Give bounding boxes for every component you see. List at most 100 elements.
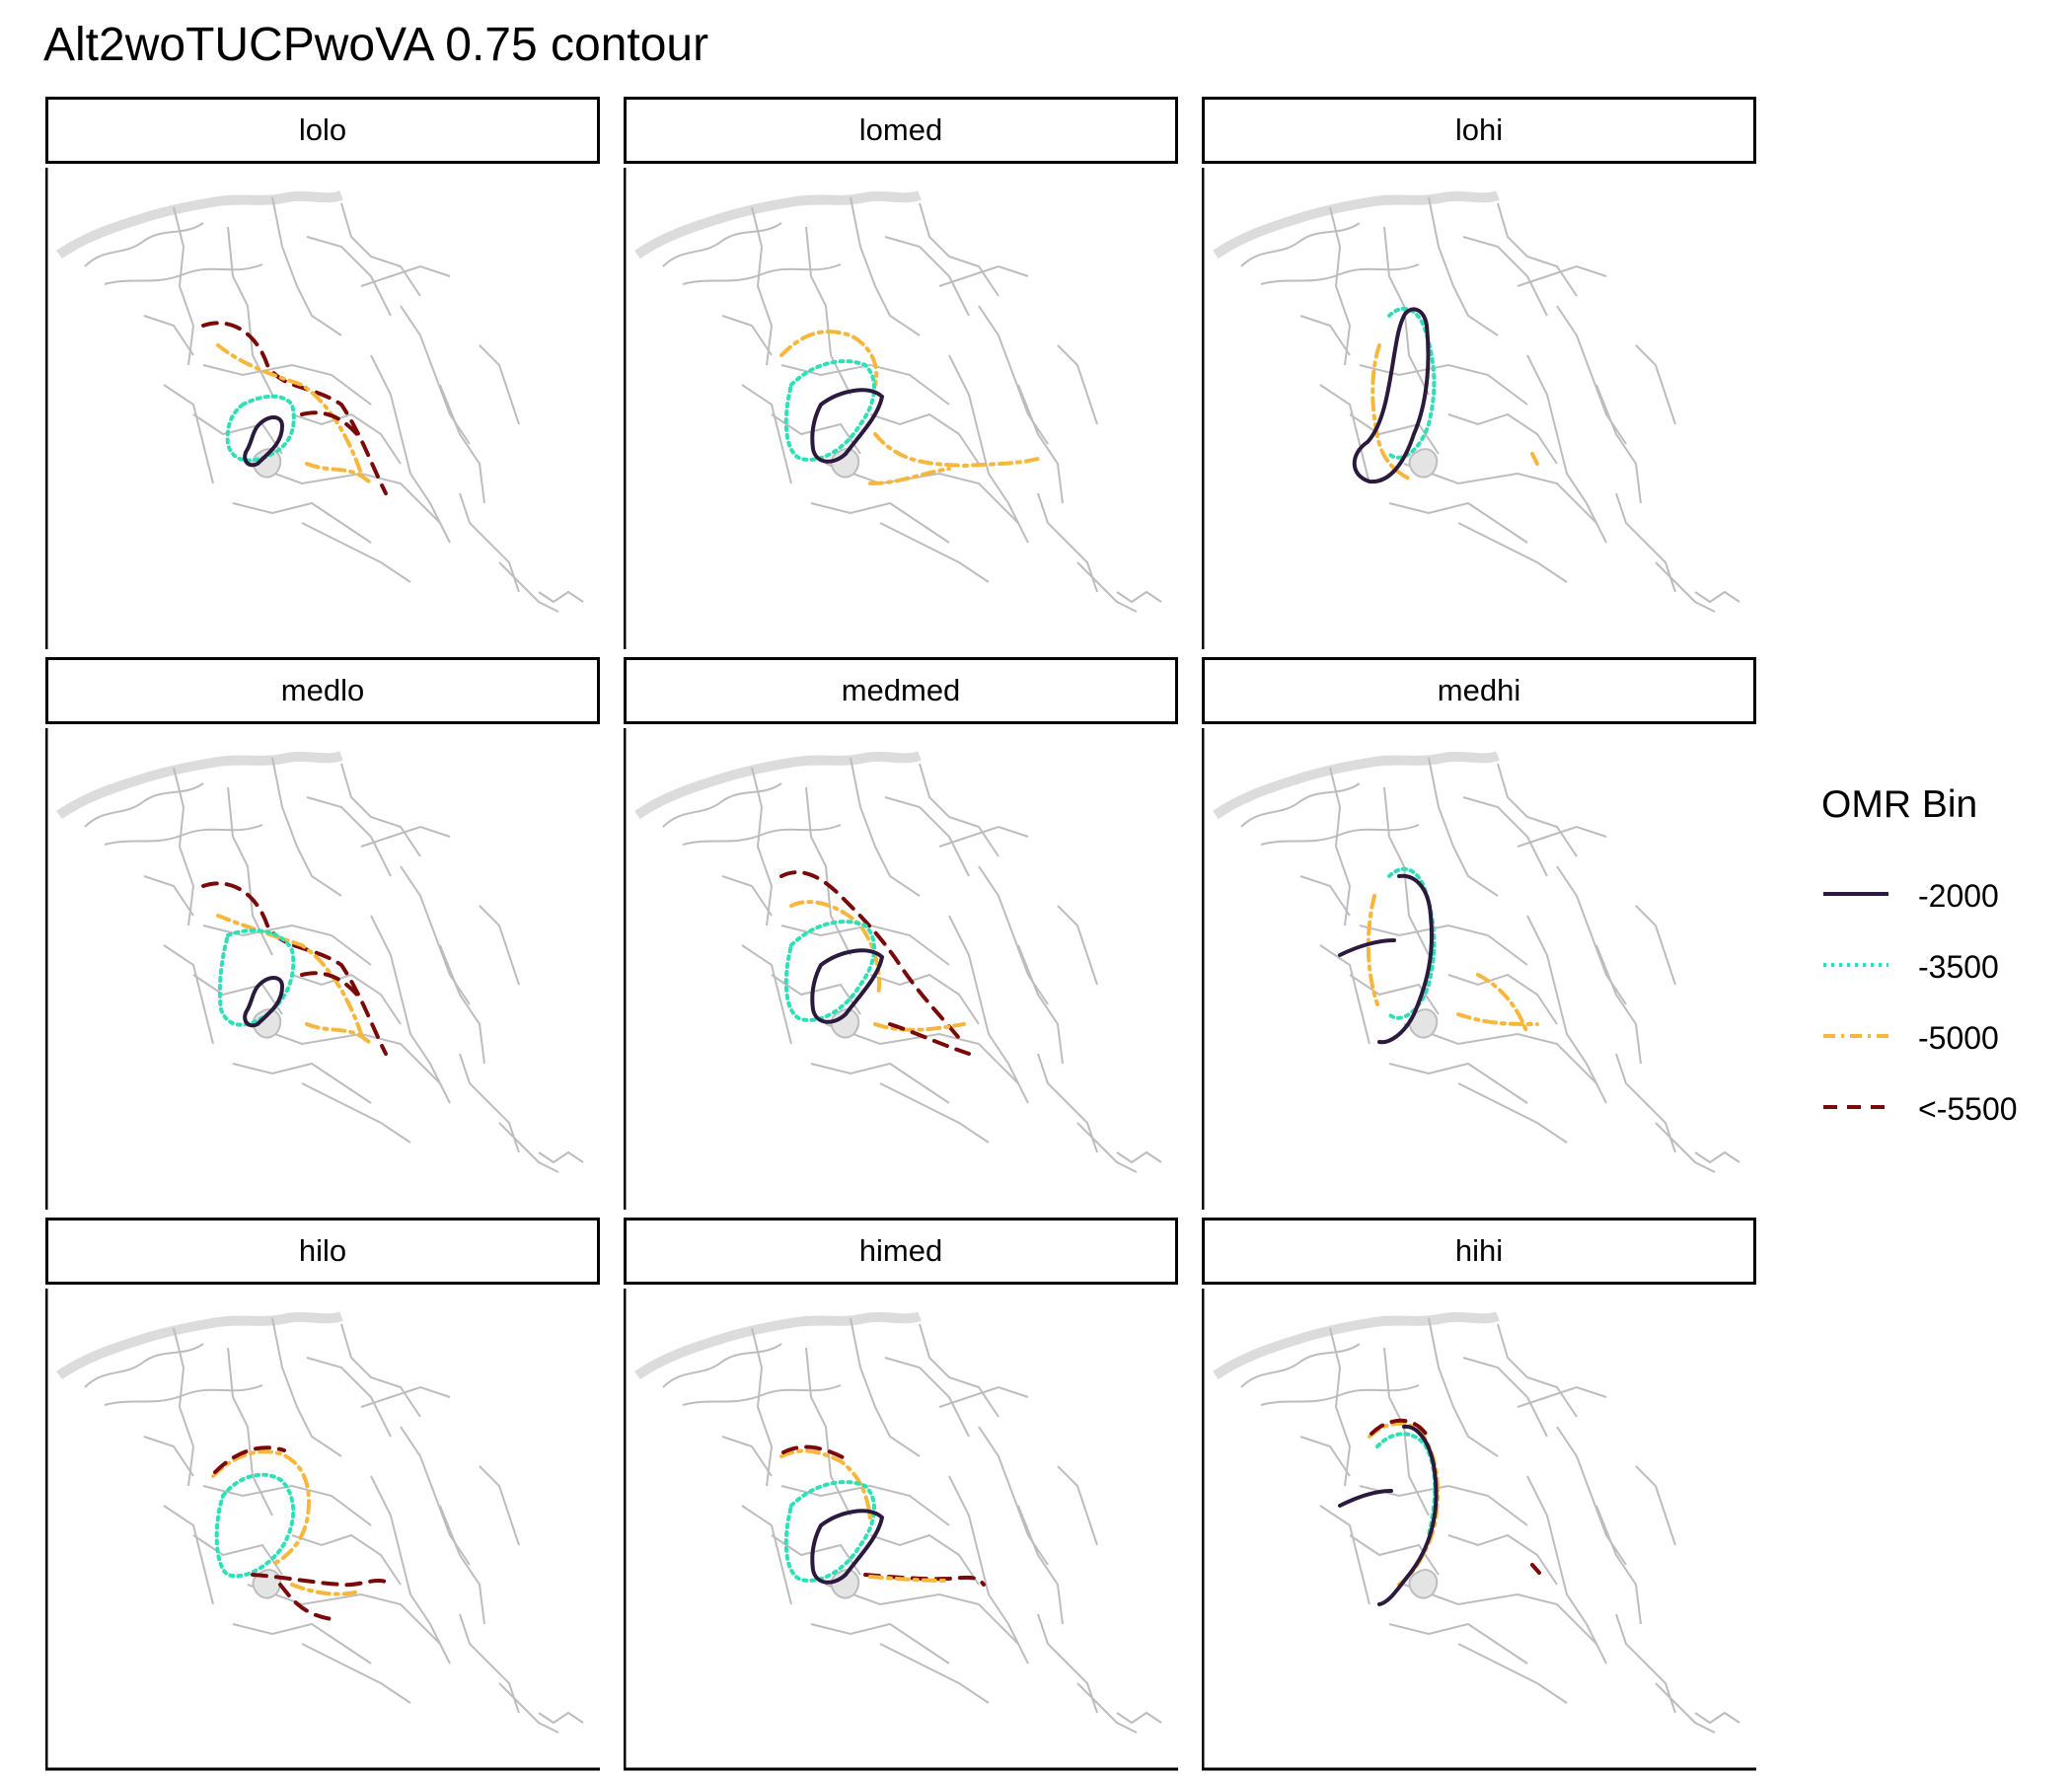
basemap-waterway	[1116, 1711, 1162, 1725]
basemap-waterway	[538, 1150, 584, 1164]
basemap-waterway	[1359, 924, 1528, 966]
basemap-waterway	[869, 412, 980, 465]
basemap-waterway	[805, 226, 851, 396]
basemap-waterway	[1240, 782, 1361, 828]
basemap-waterway	[479, 905, 520, 986]
basemap-waterway	[1462, 1357, 1548, 1438]
contour-line-2000	[243, 415, 285, 468]
contour-line-2000	[810, 1509, 885, 1585]
basemap-waterway	[104, 1384, 263, 1406]
basemap-waterway	[780, 1484, 950, 1526]
basemap-waterway	[360, 825, 451, 848]
basemap-waterway	[948, 354, 1029, 544]
facet-strip-label: himed	[624, 1218, 1178, 1285]
basemap-waterway	[84, 1343, 204, 1388]
contour-line-5000	[216, 343, 363, 476]
basemap-waterway	[751, 206, 774, 366]
basemap-waterway	[825, 1584, 1019, 1645]
legend-label: <-5500	[1918, 1091, 2018, 1127]
basemap-waterway	[825, 1023, 1019, 1084]
basemap-waterway	[173, 1327, 195, 1487]
contour-line-5500	[1530, 1563, 1541, 1575]
facet-strip-label: medlo	[45, 657, 600, 724]
map-panel	[624, 728, 1162, 1210]
contour-line-2000	[810, 388, 885, 464]
basemap-waterway	[1388, 1062, 1528, 1104]
basemap-waterway	[662, 782, 782, 828]
basemap-waterway	[360, 1385, 451, 1408]
basemap-waterway	[869, 973, 980, 1025]
basemap-waterway	[1457, 522, 1568, 583]
basemap-waterway	[1428, 757, 1499, 897]
basemap-waterway	[919, 202, 999, 297]
basemap-waterway	[1240, 1343, 1361, 1388]
basemap-waterway	[192, 974, 283, 1015]
basemap-waterway	[850, 757, 921, 897]
basemap-waterway	[1319, 944, 1370, 1045]
basemap-waterway	[400, 1426, 471, 1566]
basemap-waterway	[459, 492, 520, 593]
basemap-waterway	[1635, 344, 1676, 425]
basemap-waterway	[538, 590, 584, 604]
basemap-waterway	[884, 236, 970, 317]
basemap-waterway	[1403, 1584, 1597, 1645]
basemap-waterway	[1655, 561, 1716, 613]
map-panel	[1202, 168, 1740, 649]
contour-line-5000	[1530, 452, 1539, 466]
basemap-waterway	[1615, 1053, 1676, 1153]
map-panel	[1202, 1289, 1756, 1771]
facet-strip-label: lolo	[45, 97, 600, 164]
basemap-waterway	[662, 222, 782, 267]
basemap-waterway	[1076, 561, 1138, 613]
basemap-waterway	[1329, 206, 1352, 366]
contour-line-5500	[201, 881, 388, 1056]
basemap-waterway	[498, 1122, 559, 1173]
basemap-waterway	[1694, 1150, 1740, 1164]
basemap-waterway	[1319, 384, 1370, 484]
basemap-waterway	[741, 384, 792, 484]
contour-line-3500	[783, 359, 877, 462]
basemap-waterway	[1017, 944, 1064, 1065]
basemap-river	[1213, 1311, 1500, 1380]
basemap-waterway	[682, 263, 842, 285]
contour-line-5000	[873, 1022, 966, 1032]
contour-line-5000	[1370, 343, 1411, 481]
basemap-waterway	[301, 1643, 411, 1704]
contour-line-2000	[810, 948, 885, 1024]
contour-line-3500	[783, 1480, 877, 1583]
contour-line-5500	[278, 1583, 333, 1621]
contour-line-3500	[225, 394, 296, 463]
contour-line-5500	[1369, 1418, 1428, 1436]
basemap-waterway	[400, 865, 471, 1005]
basemap-waterway	[271, 757, 342, 897]
basemap-waterway	[1383, 226, 1430, 396]
legend-key-5500	[1823, 1105, 1888, 1109]
basemap-river	[634, 190, 922, 259]
basemap-waterway	[301, 1082, 411, 1144]
basemap-waterway	[306, 1357, 392, 1438]
basemap-waterway	[163, 384, 214, 484]
basemap-waterway	[919, 1323, 999, 1418]
basemap-waterway	[879, 1643, 990, 1704]
basemap-waterway	[1462, 236, 1548, 317]
basemap-waterway	[1403, 463, 1597, 524]
basemap-waterway	[810, 1622, 950, 1665]
basemap-waterway	[1329, 1327, 1352, 1487]
map-panel	[45, 168, 584, 649]
legend-item-5000: -5000	[1821, 1010, 2058, 1070]
basemap-waterway	[751, 1327, 774, 1487]
basemap-waterway	[291, 1533, 402, 1586]
basemap-reservoir	[1408, 448, 1439, 479]
basemap-waterway	[1526, 354, 1607, 544]
contour-line-5000	[1476, 973, 1529, 1036]
basemap-waterway	[1428, 1317, 1499, 1457]
basemap-waterway	[247, 1584, 441, 1645]
contour-line-2000	[1377, 873, 1435, 1045]
basemap-waterway	[682, 824, 842, 846]
basemap-waterway	[1359, 363, 1528, 406]
contour-line-2000	[1352, 307, 1431, 484]
basemap-waterway	[1076, 1682, 1138, 1734]
basemap-waterway	[538, 1711, 584, 1725]
basemap-waterway	[84, 782, 204, 828]
map-panel	[624, 1289, 1178, 1771]
